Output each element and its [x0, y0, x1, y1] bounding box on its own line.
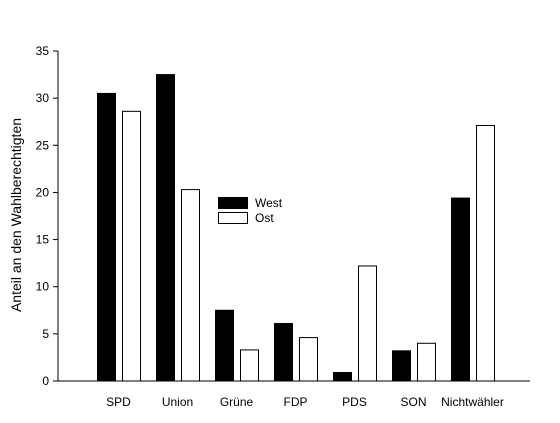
legend-label-ost: Ost [255, 211, 274, 225]
bar-west-4 [333, 372, 352, 382]
y-tick-label: 25 [36, 138, 50, 152]
bar-ost-4 [358, 265, 377, 382]
y-tick-label: 0 [42, 374, 49, 388]
bar-ost-1 [181, 189, 200, 382]
x-axis: SPD Union Grüne FDP PDS SON Nichtwähler [58, 380, 530, 409]
bar-west-6 [451, 197, 470, 382]
bar-ost-2 [240, 349, 259, 382]
x-tick-label: Nichtwähler [441, 395, 504, 409]
bar-west-5 [392, 350, 411, 382]
y-tick-label: 5 [42, 327, 49, 341]
x-tick-label: FDP [284, 395, 308, 409]
x-tick-label: Grüne [220, 395, 254, 409]
y-tick-label: 10 [36, 280, 50, 294]
bar-ost-5 [417, 342, 436, 382]
bar-west-2 [215, 309, 234, 382]
x-tick-label: PDS [342, 395, 367, 409]
y-tick-label: 30 [36, 91, 50, 105]
y-tick-label: 15 [36, 233, 50, 247]
y-tick-label: 20 [36, 185, 50, 199]
y-axis: 0 5 10 15 20 25 30 35 [36, 44, 59, 388]
bar-ost-3 [299, 337, 318, 382]
bar-west-1 [156, 74, 175, 382]
bar-west-0 [97, 92, 116, 382]
legend-swatch-west [218, 197, 248, 209]
x-tick-label: Union [162, 395, 193, 409]
x-tick-label: SON [400, 395, 426, 409]
bar-ost-0 [122, 110, 141, 382]
legend-swatch-ost [218, 212, 248, 224]
y-tick-label: 35 [36, 44, 50, 58]
y-axis-title: Anteil an den Wahlberechtigten [8, 118, 24, 312]
bar-west-3 [274, 322, 293, 382]
legend-label-west: West [255, 196, 283, 210]
bar-ost-6 [476, 124, 495, 382]
bars [97, 74, 495, 382]
x-tick-label: SPD [106, 395, 131, 409]
